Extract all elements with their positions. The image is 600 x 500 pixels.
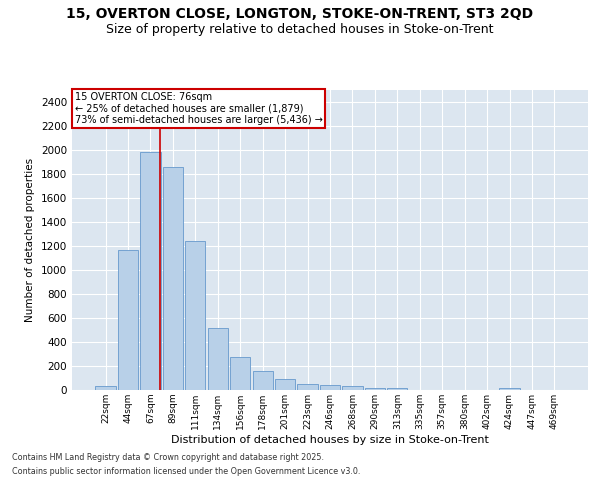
Bar [140, 152, 161, 390]
Bar [298, 384, 317, 390]
Bar [499, 388, 520, 390]
Bar [230, 357, 250, 390]
Bar [118, 250, 138, 390]
Bar [320, 384, 340, 390]
Bar [275, 379, 295, 390]
Text: Size of property relative to detached houses in Stoke-on-Trent: Size of property relative to detached ho… [106, 22, 494, 36]
Bar [208, 328, 228, 390]
X-axis label: Distribution of detached houses by size in Stoke-on-Trent: Distribution of detached houses by size … [171, 434, 489, 444]
Text: 15, OVERTON CLOSE, LONGTON, STOKE-ON-TRENT, ST3 2QD: 15, OVERTON CLOSE, LONGTON, STOKE-ON-TRE… [67, 8, 533, 22]
Bar [163, 168, 183, 390]
Bar [343, 386, 362, 390]
Text: Contains public sector information licensed under the Open Government Licence v3: Contains public sector information licen… [12, 467, 361, 476]
Text: Contains HM Land Registry data © Crown copyright and database right 2025.: Contains HM Land Registry data © Crown c… [12, 454, 324, 462]
Bar [387, 388, 407, 390]
Bar [253, 372, 273, 390]
Bar [365, 388, 385, 390]
Bar [95, 386, 116, 390]
Bar [185, 241, 205, 390]
Text: 15 OVERTON CLOSE: 76sqm
← 25% of detached houses are smaller (1,879)
73% of semi: 15 OVERTON CLOSE: 76sqm ← 25% of detache… [74, 92, 322, 124]
Y-axis label: Number of detached properties: Number of detached properties [25, 158, 35, 322]
